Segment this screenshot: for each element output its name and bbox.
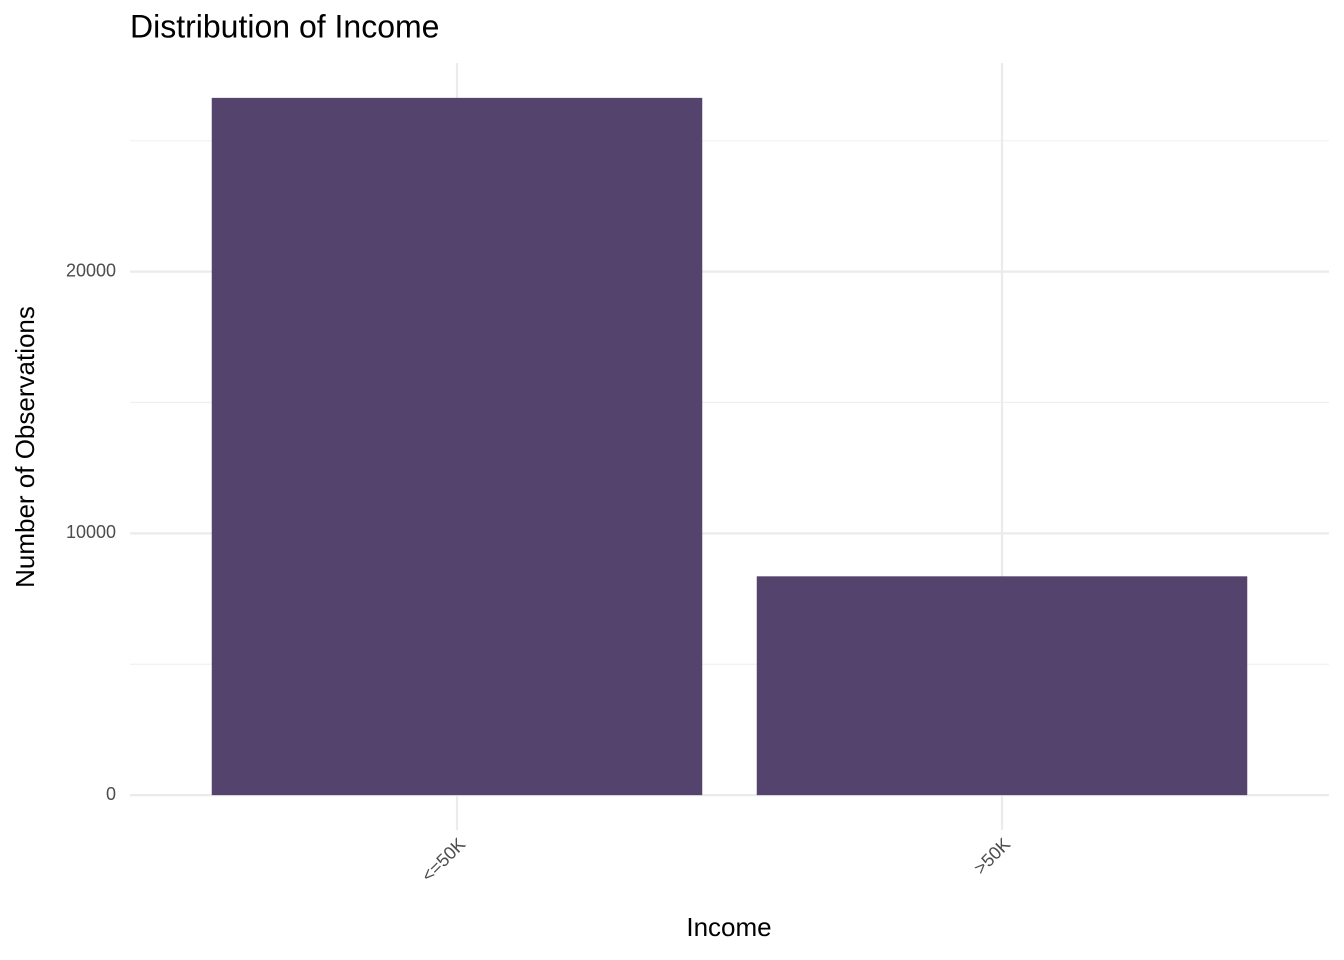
y-tick-label: 20000 — [66, 260, 116, 280]
chart-title: Distribution of Income — [130, 8, 439, 44]
x-axis-label: Income — [686, 912, 771, 942]
bar — [756, 576, 1248, 796]
y-tick-label: 0 — [106, 784, 116, 804]
bar — [211, 97, 703, 796]
y-tick-label: 10000 — [66, 522, 116, 542]
x-tick-label: >50K — [970, 834, 1014, 878]
y-axis-label: Number of Observations — [10, 306, 40, 588]
x-tick-label: <=50K — [418, 834, 470, 886]
